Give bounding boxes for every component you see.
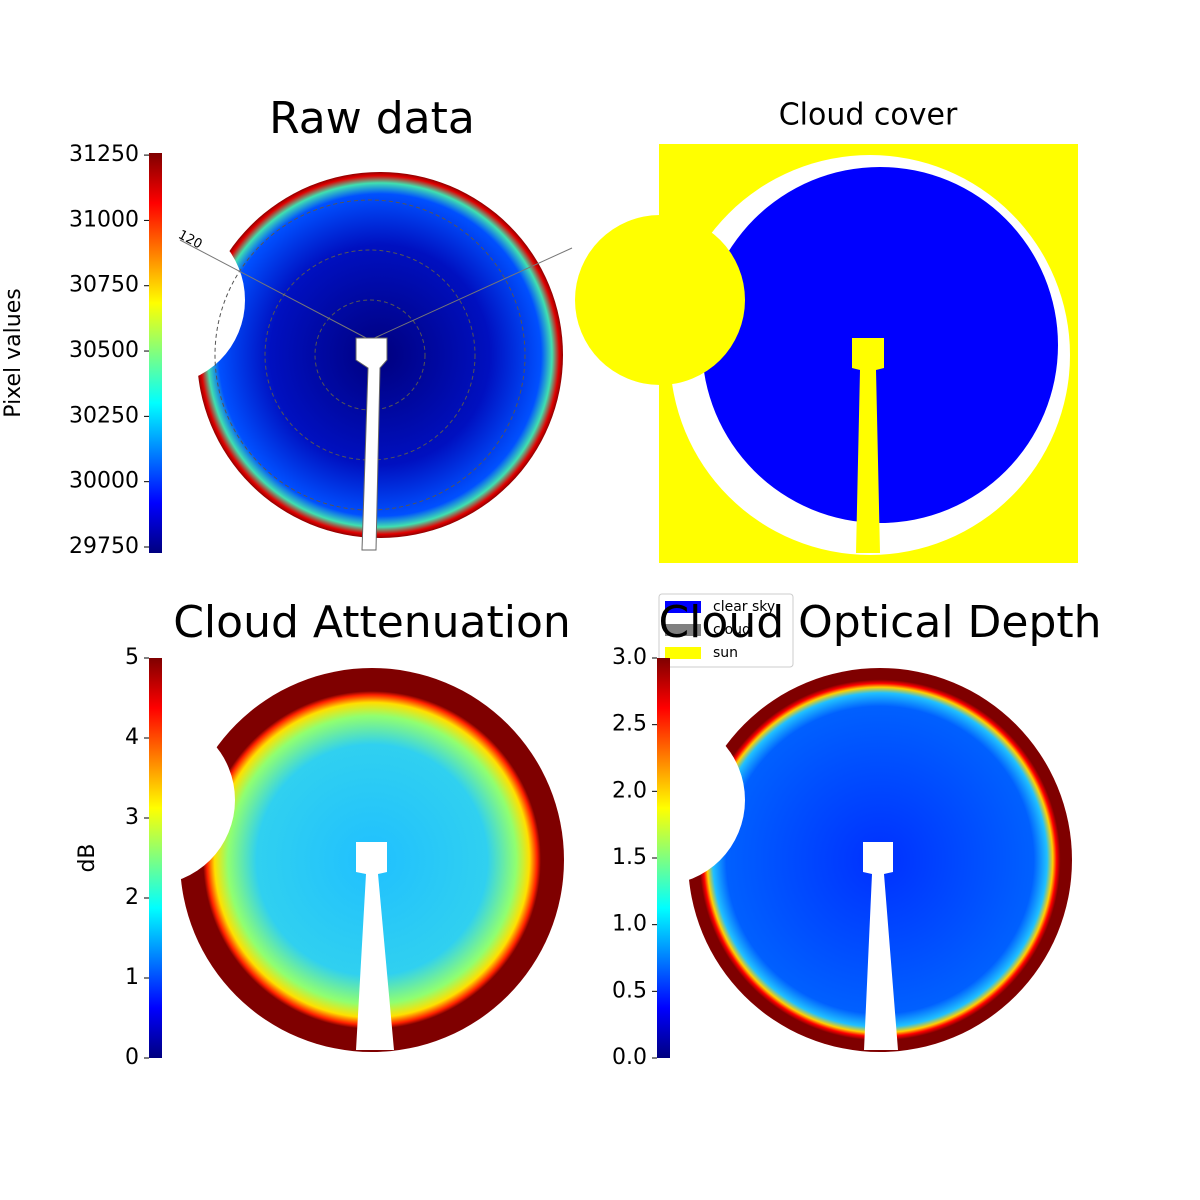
colorbar-tick-label: 31250 xyxy=(69,142,139,167)
legend-label: clear sky xyxy=(713,599,775,615)
colorbar-tick-label: 1.5 xyxy=(612,845,647,870)
colorbar-label: Pixel values xyxy=(1,288,26,417)
colorbar-tick-label: 30000 xyxy=(69,469,139,494)
legend-swatch xyxy=(665,601,701,613)
colorbar xyxy=(149,658,162,1058)
sky-image xyxy=(75,172,573,551)
legend-label: sun xyxy=(713,645,738,661)
colorbar-tick-label: 4 xyxy=(125,725,139,750)
optical-depth-image xyxy=(575,668,1072,1052)
panel-title: Raw data xyxy=(269,93,475,144)
colorbar-tick-label: 3.0 xyxy=(612,645,647,670)
colorbar xyxy=(149,153,162,553)
colorbar-tick-label: 1.0 xyxy=(612,912,647,937)
colorbar-tick-label: 31000 xyxy=(69,207,139,232)
colorbar-tick-label: 2.0 xyxy=(612,778,647,803)
colorbar-tick-label: 29750 xyxy=(69,534,139,559)
panel-title: Cloud Optical Depth xyxy=(658,597,1101,648)
colorbar-tick-label: 2.5 xyxy=(612,712,647,737)
attenuation-image xyxy=(65,668,564,1052)
colorbar-tick-label: 0.5 xyxy=(612,978,647,1003)
colorbar-tick-label: 0 xyxy=(125,1045,139,1070)
legend-swatch xyxy=(665,624,701,636)
colorbar-tick-label: 3 xyxy=(125,805,139,830)
legend-label: cloud xyxy=(713,622,751,638)
panel-title: Cloud Attenuation xyxy=(173,597,571,648)
cloud-mask xyxy=(575,144,1078,563)
colorbar-tick-label: 0.0 xyxy=(612,1045,647,1070)
colorbar-tick-label: 30750 xyxy=(69,273,139,298)
colorbar-tick-label: 1 xyxy=(125,965,139,990)
colorbar-label: dB xyxy=(75,843,100,872)
colorbar-tick-label: 5 xyxy=(125,645,139,670)
colorbar-tick-label: 2 xyxy=(125,885,139,910)
colorbar-tick-label: 30500 xyxy=(69,338,139,363)
panel-title: Cloud cover xyxy=(779,98,958,133)
colorbar-tick-label: 30250 xyxy=(69,403,139,428)
legend-swatch xyxy=(665,647,701,659)
colorbar xyxy=(657,658,670,1058)
